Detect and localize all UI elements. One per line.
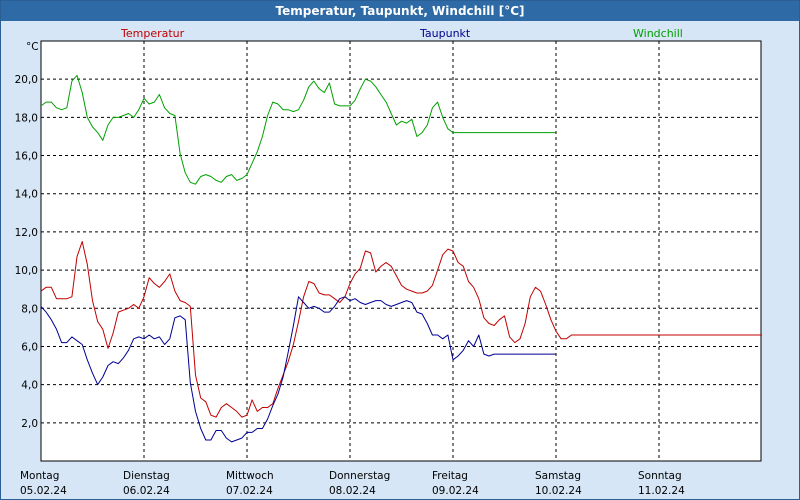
x-tick-date: 05.02.24 (20, 485, 67, 497)
y-tick-label: 14,0 (15, 189, 38, 201)
y-tick-label: 20,0 (15, 74, 38, 86)
x-tick-date: 11.02.24 (638, 485, 685, 497)
series-line-temperatur (40, 241, 762, 418)
y-tick-label: 8,0 (21, 303, 38, 315)
x-tick-day: Donnerstag (329, 470, 390, 482)
y-tick-label: 6,0 (21, 341, 38, 353)
x-tick-day: Sonntag (638, 470, 682, 482)
y-tick-label: 18,0 (15, 112, 38, 124)
x-tick-day: Mittwoch (226, 470, 274, 482)
x-tick-date: 09.02.24 (432, 485, 479, 497)
series-line-windchill (40, 74, 556, 185)
legend-windchill: Windchill (633, 27, 683, 40)
x-tick-day: Freitag (432, 470, 468, 482)
x-axis-ticks: Montag 05.02.24 Dienstag 06.02.24 Mittwoch 07… (20, 470, 685, 497)
y-tick-label: 10,0 (15, 265, 38, 277)
plot-background (40, 40, 762, 462)
x-tick-date: 06.02.24 (123, 485, 170, 497)
x-tick-day: Montag (20, 470, 59, 482)
window-title: Temperatur, Taupunkt, Windchill [°C] (1, 1, 799, 21)
y-tick-label: 16,0 (15, 151, 38, 163)
y-tick-label: 2,0 (21, 418, 38, 430)
legend-temperatur: Temperatur (120, 27, 185, 40)
grid-lines (41, 41, 761, 461)
y-axis-label: °C (26, 41, 39, 53)
x-tick-date: 07.02.24 (226, 485, 273, 497)
x-tick-date: 08.02.24 (329, 485, 376, 497)
series-layer (40, 74, 762, 443)
x-tick-day: Dienstag (123, 470, 170, 482)
series-line-taupunkt (40, 296, 556, 443)
x-tick-day: Samstag (535, 470, 581, 482)
y-tick-label: 4,0 (21, 380, 38, 392)
legend: Temperatur Taupunkt Windchill (120, 27, 683, 40)
y-tick-label: 12,0 (15, 227, 38, 239)
x-tick-date: 10.02.24 (535, 485, 582, 497)
plot-area (40, 40, 762, 462)
legend-taupunkt: Taupunkt (419, 27, 471, 40)
y-axis-ticks: 2,0 4,0 6,0 8,0 10,0 12,0 14,0 16,0 18,0 20,0 (15, 74, 38, 430)
